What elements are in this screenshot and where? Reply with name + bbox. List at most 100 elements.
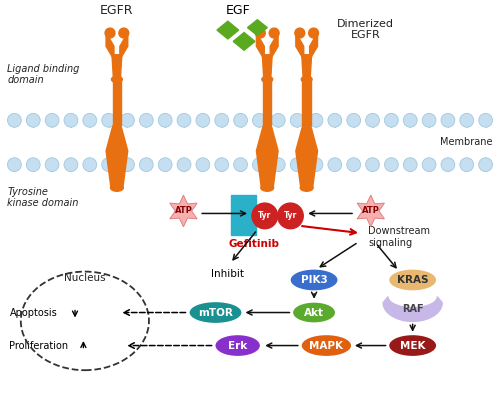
- Circle shape: [290, 113, 304, 127]
- Circle shape: [8, 113, 22, 127]
- Circle shape: [347, 113, 360, 127]
- Text: ATP: ATP: [174, 207, 192, 215]
- Polygon shape: [262, 55, 272, 79]
- Circle shape: [441, 158, 455, 172]
- Text: Proliferation: Proliferation: [10, 341, 68, 351]
- Circle shape: [252, 113, 266, 127]
- Circle shape: [215, 113, 228, 127]
- Circle shape: [140, 113, 153, 127]
- Text: Erk: Erk: [228, 341, 248, 351]
- Text: Akt: Akt: [304, 308, 324, 318]
- Circle shape: [64, 113, 78, 127]
- Circle shape: [234, 158, 247, 172]
- Polygon shape: [112, 55, 122, 79]
- Text: Tyr: Tyr: [284, 211, 297, 220]
- Ellipse shape: [105, 28, 115, 38]
- Ellipse shape: [390, 335, 436, 356]
- Ellipse shape: [293, 302, 335, 322]
- Circle shape: [45, 158, 59, 172]
- Ellipse shape: [295, 28, 304, 38]
- Circle shape: [26, 113, 40, 127]
- Ellipse shape: [302, 76, 312, 82]
- Circle shape: [215, 158, 228, 172]
- Polygon shape: [270, 33, 278, 60]
- Circle shape: [272, 113, 285, 127]
- Circle shape: [177, 158, 191, 172]
- Circle shape: [26, 158, 40, 172]
- Circle shape: [196, 158, 210, 172]
- Circle shape: [422, 158, 436, 172]
- Circle shape: [278, 203, 303, 229]
- Circle shape: [460, 113, 473, 127]
- Text: ATP: ATP: [362, 207, 380, 215]
- Bar: [302, 81, 311, 125]
- Ellipse shape: [300, 184, 313, 191]
- Text: MEK: MEK: [400, 341, 425, 351]
- Circle shape: [347, 158, 360, 172]
- Circle shape: [460, 158, 473, 172]
- Circle shape: [441, 113, 455, 127]
- Circle shape: [309, 158, 323, 172]
- Text: RAF: RAF: [402, 304, 423, 314]
- Ellipse shape: [290, 269, 338, 291]
- Polygon shape: [256, 126, 278, 188]
- Polygon shape: [383, 297, 442, 322]
- Polygon shape: [106, 33, 114, 60]
- Ellipse shape: [308, 28, 318, 38]
- Ellipse shape: [262, 76, 272, 82]
- Polygon shape: [248, 20, 268, 35]
- Text: Ligand binding
domain: Ligand binding domain: [8, 64, 80, 85]
- Circle shape: [158, 158, 172, 172]
- Circle shape: [102, 113, 116, 127]
- Circle shape: [252, 158, 266, 172]
- Ellipse shape: [269, 28, 279, 38]
- Ellipse shape: [190, 302, 242, 323]
- Polygon shape: [357, 195, 384, 227]
- Circle shape: [158, 113, 172, 127]
- Polygon shape: [302, 55, 312, 79]
- Polygon shape: [120, 33, 128, 60]
- Polygon shape: [310, 33, 318, 60]
- Text: EGF: EGF: [226, 4, 250, 17]
- Circle shape: [83, 158, 96, 172]
- Text: KRAS: KRAS: [397, 275, 428, 285]
- Ellipse shape: [261, 184, 274, 191]
- Circle shape: [366, 113, 380, 127]
- Circle shape: [272, 158, 285, 172]
- Circle shape: [384, 158, 398, 172]
- Text: mTOR: mTOR: [198, 308, 233, 318]
- Circle shape: [140, 158, 153, 172]
- Ellipse shape: [112, 76, 122, 82]
- Text: Tyr: Tyr: [258, 211, 272, 220]
- Circle shape: [328, 113, 342, 127]
- Polygon shape: [296, 126, 318, 188]
- Circle shape: [8, 158, 22, 172]
- Text: PIK3: PIK3: [300, 275, 328, 285]
- Polygon shape: [233, 33, 255, 50]
- Circle shape: [404, 158, 417, 172]
- Polygon shape: [256, 33, 264, 60]
- Circle shape: [120, 158, 134, 172]
- Circle shape: [366, 158, 380, 172]
- Bar: [112, 81, 121, 125]
- Circle shape: [45, 113, 59, 127]
- Circle shape: [64, 158, 78, 172]
- Text: Membrane: Membrane: [440, 137, 492, 147]
- Text: Nucleus: Nucleus: [64, 273, 106, 283]
- Circle shape: [478, 113, 492, 127]
- Ellipse shape: [216, 335, 260, 356]
- Text: Gefitinib: Gefitinib: [228, 238, 280, 248]
- Circle shape: [328, 158, 342, 172]
- Ellipse shape: [256, 28, 266, 38]
- Polygon shape: [296, 33, 304, 60]
- Circle shape: [120, 113, 134, 127]
- Circle shape: [384, 113, 398, 127]
- Circle shape: [102, 158, 116, 172]
- Text: Downstream
signaling: Downstream signaling: [368, 226, 430, 248]
- Text: Dimerized
EGFR: Dimerized EGFR: [338, 19, 394, 40]
- Polygon shape: [217, 21, 238, 39]
- Ellipse shape: [390, 269, 436, 291]
- Text: Inhibit: Inhibit: [212, 269, 244, 279]
- Polygon shape: [170, 195, 197, 227]
- Circle shape: [83, 113, 96, 127]
